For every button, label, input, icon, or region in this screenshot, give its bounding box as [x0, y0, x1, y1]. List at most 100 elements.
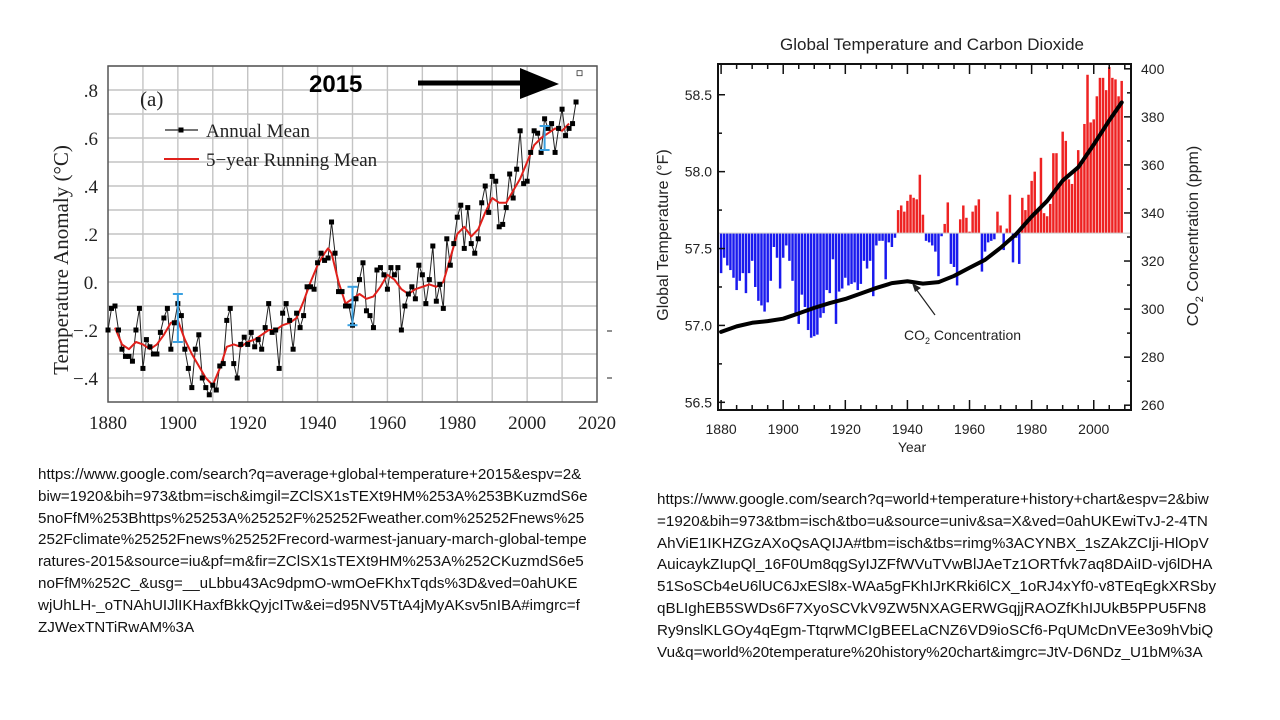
bar-above-baseline — [1042, 213, 1046, 234]
bar-below-baseline — [772, 233, 776, 247]
x-axis-label: Year — [898, 439, 927, 455]
bar-below-baseline — [750, 233, 754, 261]
bar-above-baseline — [896, 210, 900, 234]
annual-mean-point — [384, 286, 390, 292]
annual-mean-point — [503, 205, 509, 211]
annual-mean-point — [377, 265, 383, 271]
bar-above-baseline — [1114, 79, 1117, 234]
bar-above-baseline — [1083, 123, 1086, 234]
y-tick-label: 56.5 — [685, 394, 712, 410]
bar-above-baseline — [1058, 183, 1061, 234]
annual-mean-point — [475, 236, 481, 242]
bar-below-baseline — [983, 233, 987, 252]
bar-below-baseline — [862, 233, 866, 261]
series-layer — [105, 70, 583, 398]
annual-mean-point — [245, 341, 251, 347]
bar-below-baseline — [822, 233, 825, 314]
annual-mean-point — [416, 262, 422, 268]
x-tick-label: 2020 — [578, 413, 616, 434]
x-tick-label: 1920 — [229, 413, 267, 434]
annual-mean-point — [248, 329, 254, 335]
bar-below-baseline — [837, 233, 841, 292]
grid — [108, 65, 597, 402]
annual-mean-point — [412, 296, 418, 302]
annual-mean-point — [542, 116, 548, 122]
bar-below-baseline — [741, 233, 745, 274]
annual-mean-point — [161, 315, 167, 321]
annual-mean-point — [217, 363, 223, 369]
bar-above-baseline — [1073, 171, 1077, 234]
bar-above-baseline — [977, 199, 981, 234]
annual-mean-point — [108, 305, 114, 311]
bar-above-baseline — [1108, 67, 1111, 234]
y-tick-label: .2 — [84, 225, 98, 246]
bar-below-baseline — [732, 233, 735, 278]
bar-below-baseline — [738, 233, 741, 281]
bar-below-baseline — [785, 233, 788, 246]
source-url-left[interactable]: https://www.google.com/search?q=average+… — [38, 466, 588, 636]
x-tick-label: 1900 — [159, 413, 197, 434]
annual-mean-point — [189, 385, 195, 391]
bar-below-baseline — [722, 233, 726, 258]
annual-mean-point — [294, 310, 300, 316]
annual-mean-point — [346, 303, 352, 309]
y2-label-part-rest: Concentration (ppm) — [1185, 146, 1202, 296]
annual-mean-point — [440, 305, 446, 311]
x-tick-label: 1880 — [706, 421, 737, 437]
bar-below-baseline — [872, 233, 875, 297]
annual-mean-point — [308, 284, 314, 290]
bar-below-baseline — [800, 233, 804, 295]
annual-mean-point — [360, 260, 366, 266]
bar-below-baseline — [931, 233, 934, 246]
bar-below-baseline — [754, 233, 757, 287]
bar-below-baseline — [813, 233, 816, 337]
x-tick-label: 1960 — [368, 413, 406, 434]
annual-mean-point — [147, 344, 153, 350]
annual-mean-point — [430, 243, 436, 249]
x-tick-label: 1900 — [768, 421, 799, 437]
annual-mean-point — [266, 301, 272, 307]
annual-mean-point — [322, 257, 328, 263]
y2-tick-label: 300 — [1141, 301, 1165, 317]
bar-above-baseline — [1064, 140, 1068, 234]
x-axis: 1880 1900 1920 1940 1960 1980 2000 2020 — [89, 413, 616, 434]
bar-below-baseline — [853, 233, 856, 283]
annual-mean-point — [496, 224, 502, 230]
annual-mean-point — [363, 308, 369, 314]
bar-above-baseline — [1055, 153, 1058, 234]
bar-below-baseline — [806, 233, 810, 331]
annual-mean-point — [234, 375, 240, 381]
annual-mean-point — [126, 353, 132, 359]
bar-below-baseline — [890, 233, 894, 247]
annual-mean-point — [489, 173, 495, 179]
annual-mean-point — [388, 265, 394, 271]
bar-below-baseline — [778, 233, 782, 289]
legend-label-running-mean: 5−year Running Mean — [206, 150, 378, 171]
annual-mean-point — [468, 241, 474, 247]
bar-above-baseline — [1111, 77, 1114, 234]
bar-above-baseline — [912, 197, 915, 234]
annual-mean-point — [154, 351, 160, 357]
annual-mean-point — [517, 128, 523, 134]
y-tick-label: 57.5 — [685, 241, 712, 257]
bar-below-baseline — [825, 233, 828, 291]
annual-mean-point — [461, 245, 467, 251]
annual-mean-point — [227, 305, 233, 311]
annual-mean-point — [552, 149, 558, 155]
y-tick-label: 58.5 — [685, 87, 712, 103]
annual-mean-point — [210, 382, 216, 388]
bar-below-baseline — [788, 233, 791, 261]
annual-mean-point — [164, 305, 170, 311]
annual-mean-point — [255, 337, 261, 343]
y2-tick-label: 380 — [1141, 109, 1165, 125]
bar-above-baseline — [1092, 119, 1095, 234]
bar-above-baseline — [909, 194, 912, 234]
source-url-right[interactable]: https://www.google.com/search?q=world+te… — [657, 491, 1217, 661]
annotation-2015-label: 2015 — [309, 71, 362, 98]
bar-above-baseline — [915, 199, 918, 234]
annual-mean-point — [336, 289, 342, 295]
bar-above-baseline — [1076, 150, 1080, 234]
bar-below-baseline — [769, 233, 773, 281]
bar-above-baseline — [1117, 96, 1120, 234]
bar-below-baseline — [859, 233, 863, 284]
